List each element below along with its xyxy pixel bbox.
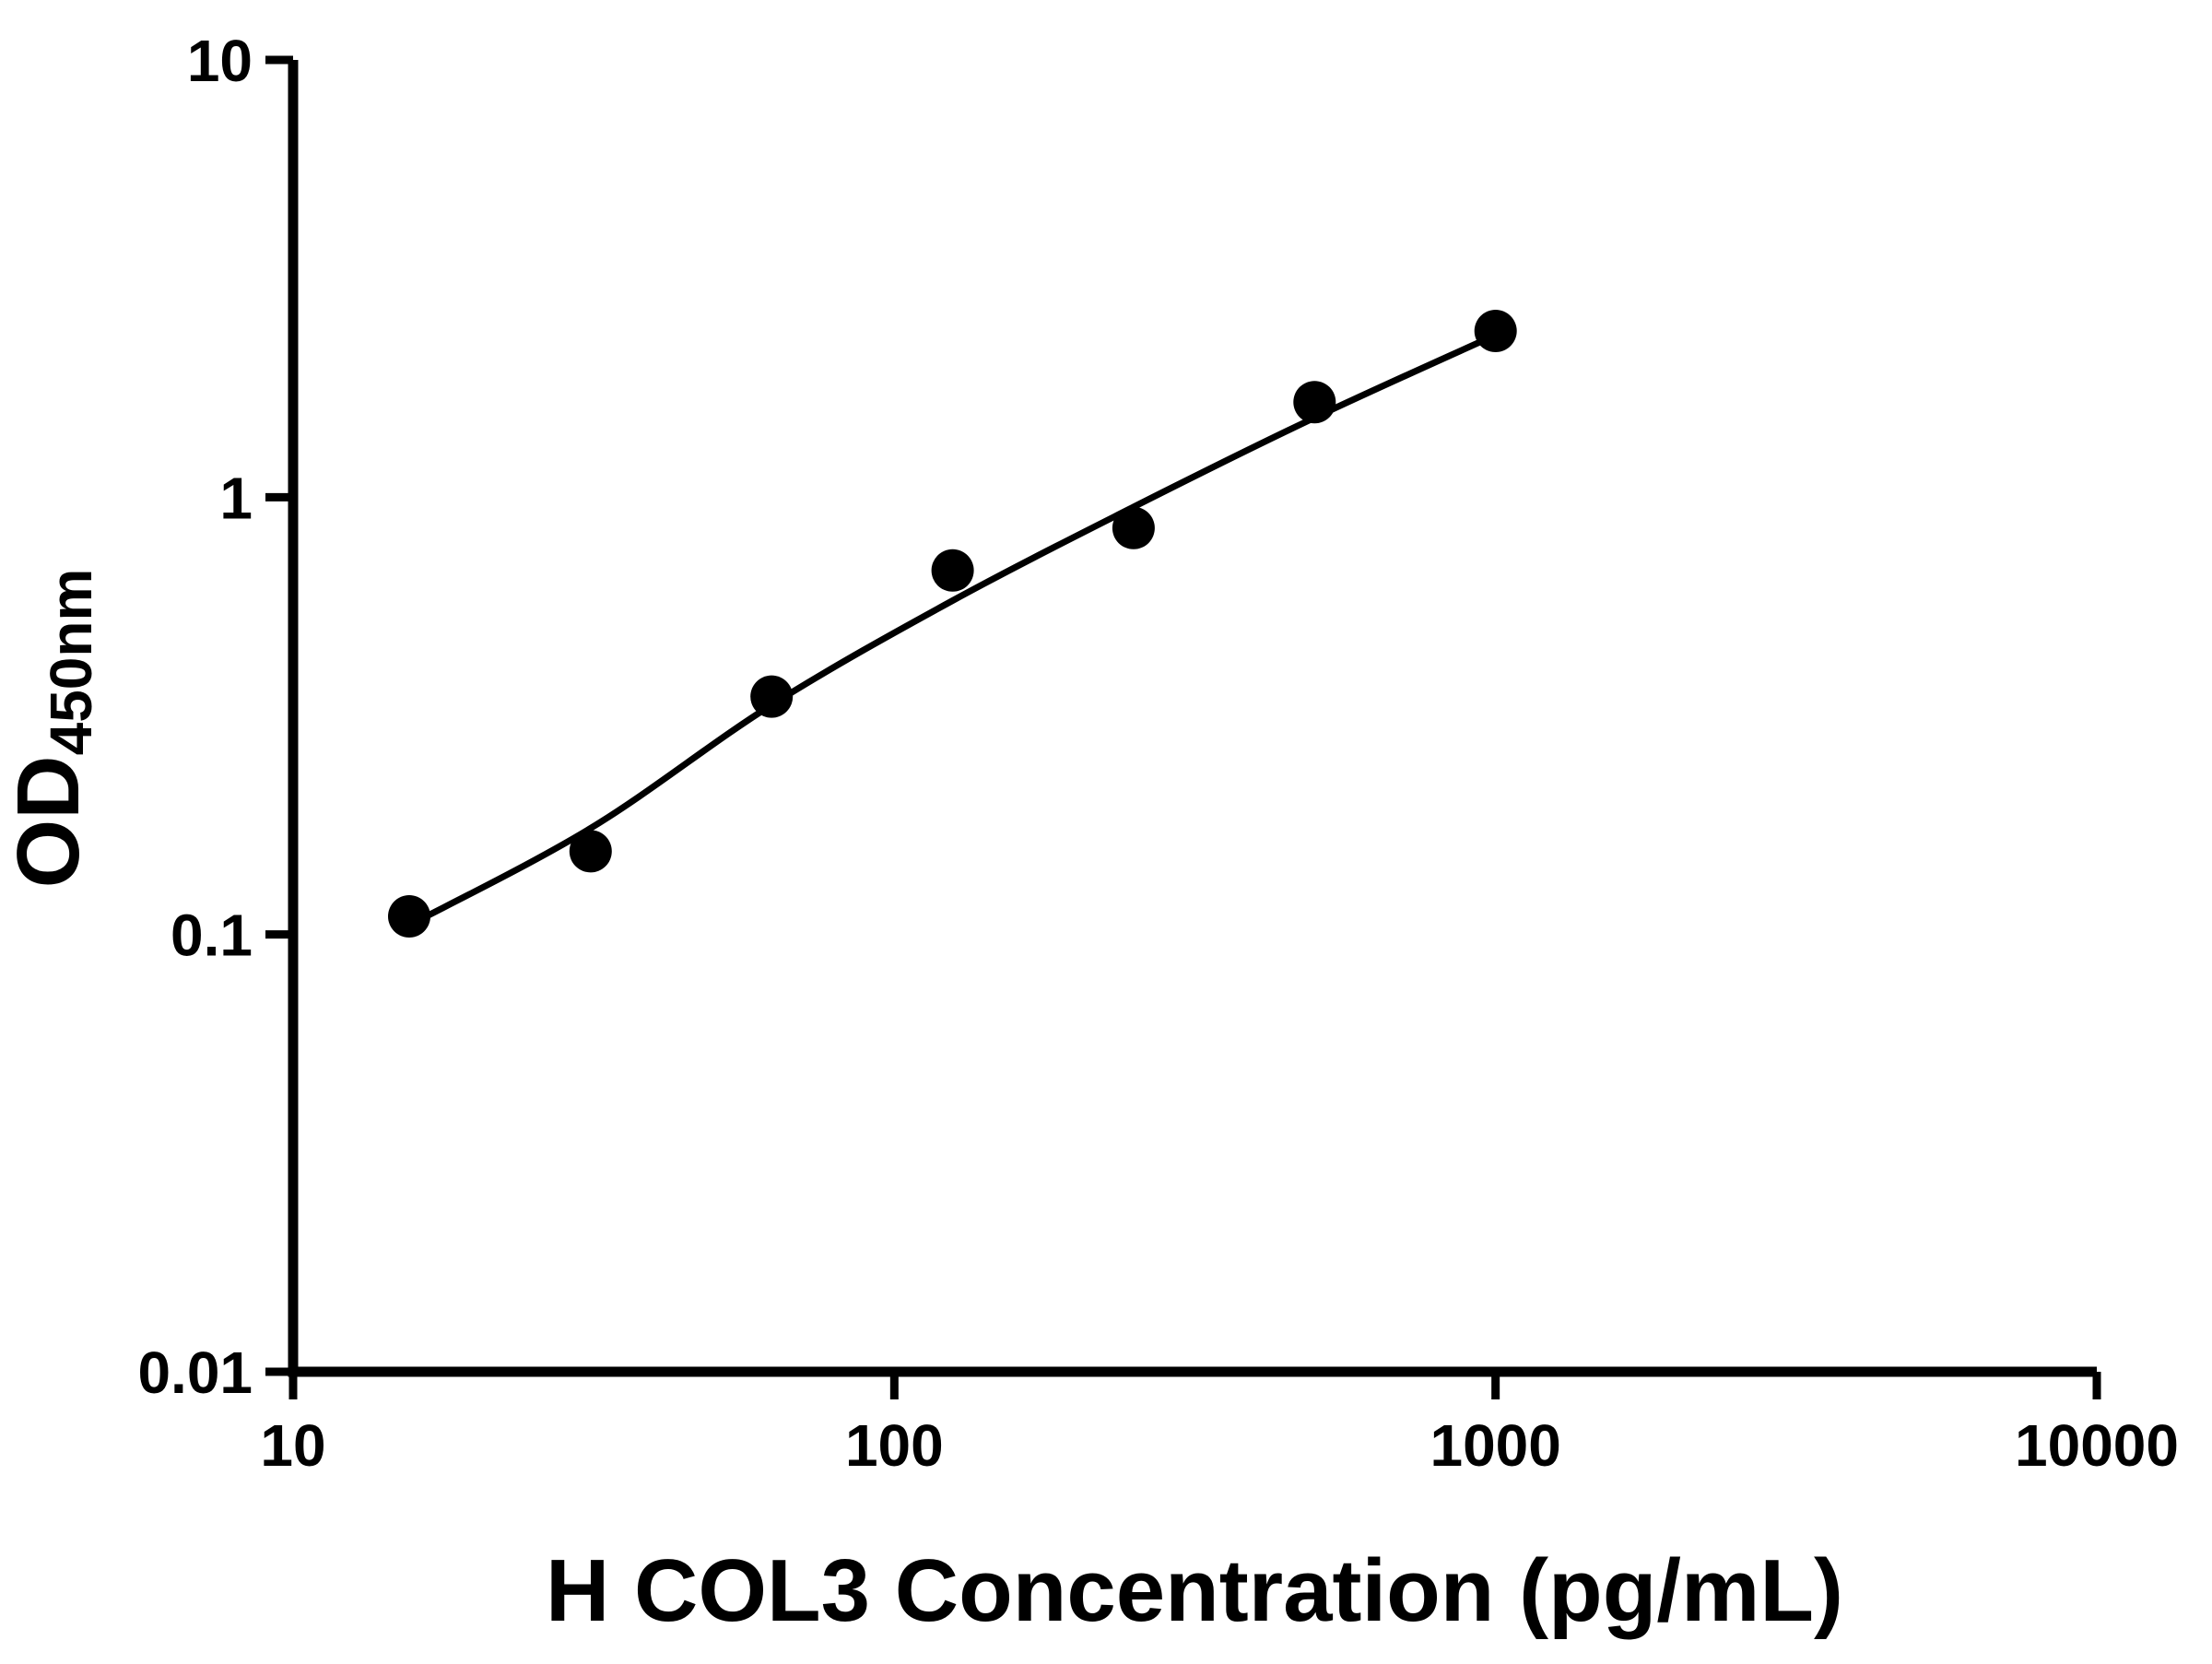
x-tick-label: 10 — [260, 1412, 325, 1479]
y-tick-label: 0.01 — [137, 1339, 253, 1406]
data-point — [388, 895, 430, 938]
fit-curve-path — [406, 331, 1500, 929]
data-point — [750, 675, 794, 718]
y-axis-title-main: OD — [0, 755, 98, 888]
y-axis-title: OD450nm — [0, 569, 104, 889]
x-tick-label: 10000 — [2015, 1412, 2179, 1479]
x-tick-label: 100 — [845, 1412, 944, 1479]
data-point — [1112, 506, 1155, 549]
y-axis-title-subscript: 450nm — [38, 569, 104, 756]
data-point — [1474, 310, 1517, 352]
y-tick-label: 0.1 — [171, 903, 253, 969]
data-point — [1293, 381, 1336, 424]
x-axis-title: H COL3 Concentration (pg/mL) — [546, 1541, 1843, 1640]
plot-layer: 10 100 1000 10000 0.01 0.1 1 10 — [137, 28, 2179, 1479]
y-tick-label: 1 — [219, 465, 253, 531]
data-point — [931, 549, 974, 592]
x-tick-label: 1000 — [1430, 1412, 1560, 1479]
y-tick-label: 10 — [187, 28, 253, 94]
axes-spine — [288, 60, 2097, 1377]
data-point — [569, 830, 612, 873]
